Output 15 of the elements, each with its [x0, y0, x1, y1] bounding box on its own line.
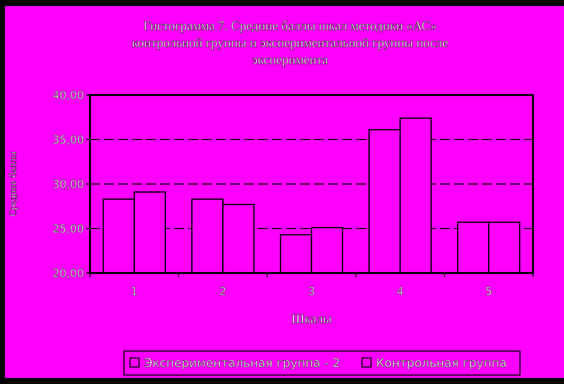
x-tick-label: 3: [308, 285, 315, 298]
y-tick-label: 25,00: [52, 222, 84, 236]
x-tick-label: 4: [396, 285, 404, 298]
y-tick-label: 35,00: [52, 133, 84, 146]
legend-label: Экспериментальная группа - 2: [144, 356, 340, 370]
chart-title: Гистограмма 7. Средние баллы шкал методики «АС» контрольной группы и экспериментальной группы после эксперимента: [132, 18, 448, 67]
x-axis-title: Шкалы: [291, 311, 332, 326]
x-tick-label: 1: [130, 285, 138, 298]
legend-label: Контрольная группа: [376, 356, 507, 370]
x-tick-label: 2: [219, 285, 226, 298]
y-axis-title: Средние баллы: [8, 151, 19, 217]
x-tick-label: 5: [485, 285, 492, 298]
y-tick-label: 20,00: [52, 266, 84, 280]
y-tick-label: 40,00: [52, 88, 84, 102]
y-tick-label: 30,00: [52, 178, 84, 191]
